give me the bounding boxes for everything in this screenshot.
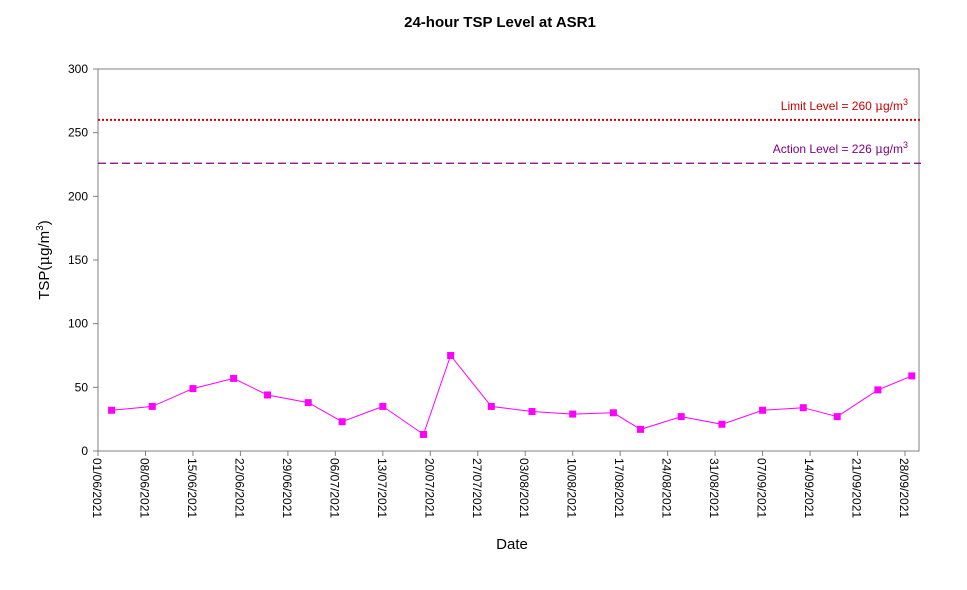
x-tick-label: 29/06/2021 (280, 458, 294, 518)
x-tick-label: 27/07/2021 (470, 458, 484, 518)
series-layer (108, 352, 916, 438)
chart-title: 24-hour TSP Level at ASR1 (404, 14, 596, 31)
x-tick-label: 20/07/2021 (422, 458, 436, 518)
reference-label-mu: μ (875, 99, 883, 113)
x-tick-label: 31/08/2021 (707, 458, 721, 518)
y-axis-label-mu: μ (35, 256, 53, 266)
reference-line-label: Action Level = 226 μg/m3 (773, 140, 908, 156)
y-tick-label: 100 (68, 317, 88, 331)
x-axis: 01/06/2021 08/06/2021 15/06/2021 22/06/2021… (90, 451, 911, 518)
series-line (111, 354, 912, 436)
y-tick-label: 200 (68, 189, 88, 203)
reference-label-unit: g/m (883, 142, 903, 156)
data-point (487, 402, 495, 410)
data-point (108, 406, 116, 414)
data-point (833, 413, 841, 421)
data-point (637, 425, 645, 433)
x-tick-label: 17/08/2021 (612, 458, 626, 518)
x-tick-label: 28/09/2021 (897, 458, 911, 518)
reference-label-unit: g/m (883, 99, 903, 113)
data-point (304, 399, 312, 407)
data-point (569, 410, 577, 418)
x-tick-label: 24/08/2021 (660, 458, 674, 518)
data-point (908, 372, 916, 380)
x-tick-label: 13/07/2021 (375, 458, 389, 518)
y-tick-label: 50 (75, 380, 89, 394)
x-tick-label: 10/08/2021 (565, 458, 579, 518)
plot-area (97, 68, 920, 452)
y-tick-label: 300 (68, 62, 88, 76)
x-tick-label: 06/07/2021 (327, 458, 341, 518)
x-tick-label: 21/09/2021 (850, 458, 864, 518)
y-axis-label-unit: g/m (36, 231, 53, 256)
reference-label-mu: μ (875, 142, 883, 156)
y-tick-label: 0 (81, 444, 88, 458)
data-point (799, 404, 807, 412)
x-tick-label: 07/09/2021 (755, 458, 769, 518)
x-tick-label: 15/06/2021 (185, 458, 199, 518)
reference-line-label: Limit Level = 260 μg/m3 (781, 97, 908, 113)
data-point (189, 385, 197, 393)
y-axis-label-prefix: TSP( (36, 266, 53, 300)
reference-label-sup: 3 (903, 97, 908, 107)
data-point (379, 402, 387, 410)
data-point (677, 413, 685, 421)
y-tick-label: 150 (68, 253, 88, 267)
x-tick-label: 14/09/2021 (802, 458, 816, 518)
data-point (528, 408, 536, 416)
y-axis: 0 50 100 150 200 250 300 (68, 62, 98, 458)
data-point (338, 418, 346, 426)
data-point (264, 391, 272, 399)
x-tick-label: 22/06/2021 (232, 458, 246, 518)
data-point (718, 420, 726, 428)
y-axis-label: TSP(μg/m3) (35, 220, 53, 300)
data-point (447, 352, 455, 359)
reference-label-text: Limit Level = 260 (781, 99, 875, 113)
data-point (420, 430, 428, 438)
data-point (609, 409, 617, 417)
data-point (148, 402, 156, 410)
y-axis-label-sup: 3 (35, 225, 46, 231)
x-tick-label: 08/06/2021 (137, 458, 151, 518)
y-tick-label: 250 (68, 126, 88, 140)
x-axis-label: Date (496, 536, 528, 553)
x-tick-label: 03/08/2021 (517, 458, 531, 518)
y-axis-label-suffix: ) (36, 220, 53, 225)
x-tick-label: 01/06/2021 (90, 458, 104, 518)
data-point (230, 374, 238, 382)
data-point (874, 386, 882, 394)
reference-label-sup: 3 (903, 140, 908, 150)
reference-label-text: Action Level = 226 (773, 142, 875, 156)
data-point (759, 406, 767, 414)
